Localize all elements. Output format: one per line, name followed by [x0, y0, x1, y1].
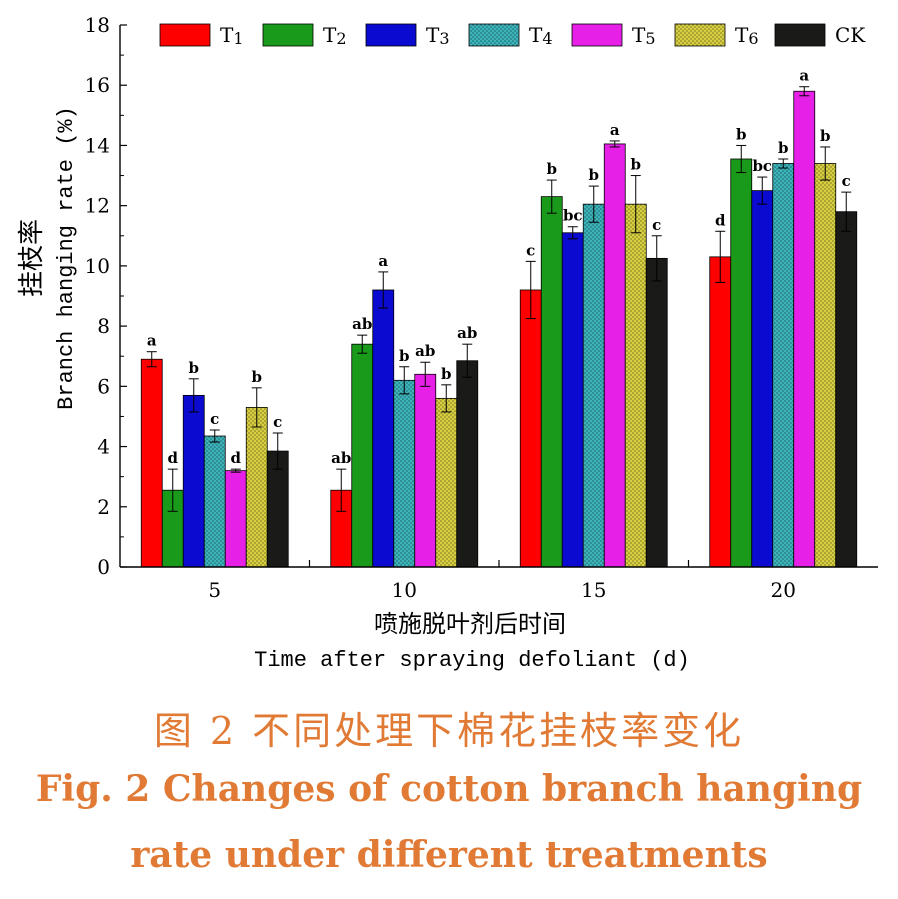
significance-letter-T1-20: d: [715, 211, 726, 229]
y-tick-label-14: 14: [85, 133, 110, 157]
significance-letter-T3-10: a: [378, 252, 388, 270]
bar-texture-T6-10: [435, 398, 457, 567]
y-tick-label-16: 16: [85, 73, 110, 97]
axes-layer: 0 2 4 6 8 10 12 14 16 18 5 10 15 20: [85, 13, 878, 602]
bar-T5-20: [793, 90, 816, 568]
y-tick-label-18: 18: [85, 13, 110, 37]
significance-letter-T5-10: ab: [415, 342, 435, 360]
significance-letter-T2-15: b: [547, 160, 558, 178]
significance-letter-T4-20: b: [778, 139, 789, 157]
y-tick-label-6: 6: [97, 374, 110, 398]
bar-T3-20: [751, 190, 774, 568]
significance-letter-T4-15: b: [589, 166, 600, 184]
bar-T5-5: [224, 470, 247, 568]
bar-T1-20: [709, 256, 732, 568]
legend-label-T6: T6: [735, 23, 759, 48]
y-tick-label-4: 4: [97, 435, 110, 459]
bar-T3-15: [561, 232, 584, 568]
bar-CK-15: [645, 257, 668, 568]
y-tick-label-10: 10: [85, 254, 110, 278]
significance-letter-T3-15: bc: [563, 207, 583, 225]
significance-letter-CK-20: c: [842, 172, 851, 190]
significance-letter-T4-5: c: [210, 410, 219, 428]
significance-letter-T6-5: b: [252, 368, 263, 386]
legend-swatch-T3: [365, 23, 417, 47]
y-axis-label-zh: 挂枝率: [17, 219, 47, 297]
bar-CK-20: [835, 211, 858, 568]
bar-texture-T4-10: [393, 380, 415, 567]
significance-letter-T3-5: b: [189, 359, 200, 377]
bar-texture-T4-5: [204, 436, 226, 567]
figure-caption-en-line2: rate under different treatments: [130, 834, 768, 876]
bar-T5-10: [414, 373, 437, 568]
legend-swatch-CK: [774, 23, 826, 47]
x-tick-label-10: 10: [392, 578, 417, 602]
significance-letter-T5-20: a: [799, 67, 809, 85]
x-axis-label-zh: 喷施脱叶剂后时间: [374, 610, 566, 638]
bar-CK-10: [456, 360, 479, 568]
bars-layer: [140, 90, 858, 568]
significance-letter-CK-10: ab: [457, 324, 477, 342]
figure-caption-en-line1: Fig. 2 Changes of cotton branch hanging: [35, 768, 863, 810]
x-tick-label-15: 15: [581, 578, 606, 602]
x-tick-label-20: 20: [771, 578, 796, 602]
bar-texture-T4-20: [772, 163, 794, 567]
significance-letter-CK-15: c: [652, 216, 661, 234]
legend-label-T1: T1: [220, 23, 244, 48]
x-axis-label: Time after spraying defoliant (d): [254, 648, 690, 673]
significance-letter-T2-5: d: [168, 449, 179, 467]
y-tick-label-8: 8: [97, 314, 110, 338]
legend-swatch-T5: [571, 23, 623, 47]
legend: T1 T2 T3 T4 T5 T6 CK: [159, 23, 866, 48]
significance-letter-T3-20: bc: [752, 157, 772, 175]
bar-T2-20: [730, 158, 753, 568]
legend-label-T4: T4: [529, 23, 553, 48]
y-tick-label-12: 12: [85, 194, 110, 218]
significance-letter-T4-10: b: [399, 347, 410, 365]
significance-letter-T6-20: b: [820, 127, 831, 145]
bar-texture-T6-15: [625, 204, 647, 567]
significance-letter-CK-5: c: [273, 413, 282, 431]
significance-letter-T2-20: b: [736, 125, 747, 143]
figure-caption-zh: 图 2 不同处理下棉花挂枝率变化: [153, 709, 745, 753]
bar-T5-15: [603, 143, 626, 568]
significance-letter-T2-10: ab: [352, 315, 372, 333]
x-tick-label-5: 5: [208, 578, 221, 602]
significance-letter-T1-10: ab: [331, 449, 351, 467]
bar-T3-5: [182, 394, 205, 568]
y-axis-label: Branch hanging rate (%): [54, 106, 79, 410]
bar-texture-T6-20: [814, 163, 836, 567]
bar-T2-15: [540, 196, 563, 568]
error-bars-layer: [146, 86, 852, 512]
legend-swatch-texture-T4: [469, 24, 519, 46]
legend-swatch-texture-T6: [675, 24, 725, 46]
y-tick-label-2: 2: [97, 495, 110, 519]
bar-T1-15: [519, 289, 542, 568]
significance-letter-T1-5: a: [147, 332, 157, 350]
significance-letter-T5-5: d: [231, 449, 242, 467]
bar-T2-10: [351, 343, 374, 568]
bar-T3-10: [372, 289, 395, 568]
bar-T1-5: [140, 358, 163, 568]
legend-swatch-T1: [159, 23, 211, 47]
legend-label-CK: CK: [835, 23, 866, 47]
legend-label-T3: T3: [426, 23, 450, 48]
legend-label-T5: T5: [632, 23, 656, 48]
significance-letter-T1-15: c: [526, 241, 535, 259]
legend-label-T2: T2: [323, 23, 347, 48]
legend-swatch-T2: [262, 23, 314, 47]
significance-letter-T6-15: b: [631, 156, 642, 174]
bar-texture-T4-15: [583, 204, 605, 567]
y-tick-label-0: 0: [97, 555, 110, 579]
significance-letter-T6-10: b: [441, 365, 452, 383]
significance-letter-T5-15: a: [610, 121, 620, 139]
bar-texture-T6-5: [246, 407, 268, 567]
